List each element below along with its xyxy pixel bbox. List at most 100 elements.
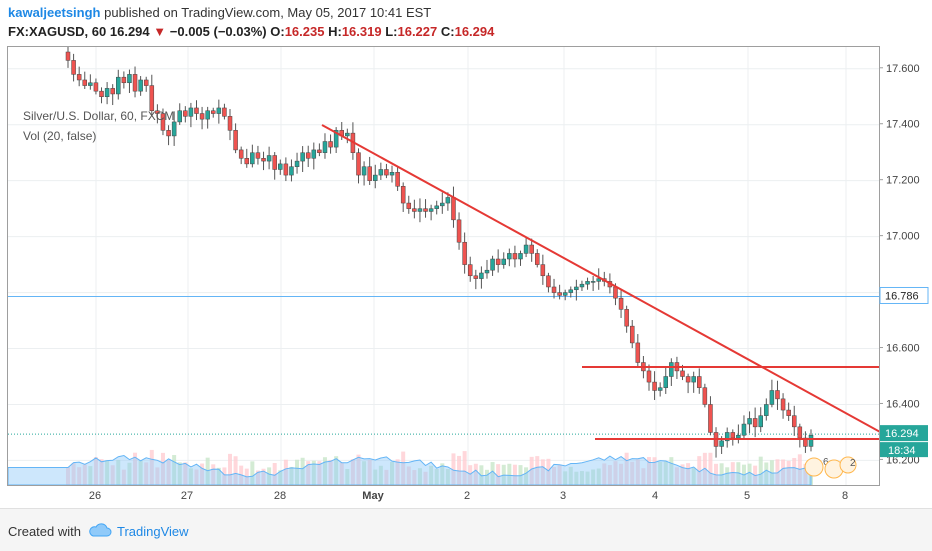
candle-body[interactable]	[328, 141, 333, 148]
candle-body[interactable]	[624, 309, 629, 327]
candle-body[interactable]	[205, 110, 210, 120]
event-badges[interactable]: 6 2	[804, 456, 857, 479]
candle-body[interactable]	[71, 60, 76, 75]
candle-body[interactable]	[596, 278, 601, 282]
candle-body[interactable]	[222, 107, 227, 117]
candle-body[interactable]	[395, 172, 400, 187]
candle-body[interactable]	[400, 186, 406, 204]
candle-body[interactable]	[523, 244, 529, 254]
candle-body[interactable]	[160, 113, 166, 131]
candle-body[interactable]	[775, 390, 780, 400]
candle-body[interactable]	[378, 169, 384, 176]
candle-body[interactable]	[289, 166, 294, 176]
candle-body[interactable]	[99, 90, 104, 98]
candle-body[interactable]	[149, 85, 155, 111]
candle-body[interactable]	[462, 241, 467, 265]
candle-body[interactable]	[194, 107, 199, 114]
candle-body[interactable]	[177, 110, 182, 123]
candle-body[interactable]	[345, 132, 350, 137]
candle-body[interactable]	[769, 390, 775, 405]
descending-trendline[interactable]	[321, 124, 883, 434]
time-axis[interactable]: 26 27 28 May 2 3 4 5 8	[7, 485, 878, 505]
candle-body[interactable]	[691, 376, 696, 383]
candle-body[interactable]	[445, 197, 451, 204]
candle-body[interactable]	[618, 297, 624, 310]
candle-body[interactable]	[501, 258, 506, 265]
candle-body[interactable]	[233, 130, 238, 151]
candle-body[interactable]	[127, 74, 132, 84]
candle-body[interactable]	[557, 292, 562, 296]
candle-body[interactable]	[764, 404, 769, 416]
candle-body[interactable]	[551, 286, 557, 293]
candle-body[interactable]	[479, 272, 484, 279]
candle-body[interactable]	[562, 292, 568, 296]
candle-body[interactable]	[216, 107, 222, 114]
candle-body[interactable]	[65, 51, 71, 61]
candle-body[interactable]	[384, 169, 389, 176]
price-axis-svg[interactable]: 17.60017.40017.20017.00016.80016.60016.4…	[879, 46, 932, 484]
price-chart[interactable]: 6 2	[7, 45, 883, 486]
candle-body[interactable]	[412, 208, 417, 212]
candle-body[interactable]	[261, 158, 266, 162]
candle-body[interactable]	[272, 155, 277, 170]
candle-body[interactable]	[724, 432, 730, 442]
candle-body[interactable]	[244, 158, 250, 165]
candle-body[interactable]	[361, 166, 367, 176]
candle-body[interactable]	[104, 88, 110, 98]
candle-body[interactable]	[697, 376, 702, 388]
candle-body[interactable]	[730, 432, 736, 439]
candle-body[interactable]	[646, 370, 652, 383]
candle-body[interactable]	[266, 155, 272, 162]
candle-body[interactable]	[250, 152, 255, 165]
candle-body[interactable]	[138, 79, 143, 92]
candle-body[interactable]	[311, 149, 317, 159]
candle-body[interactable]	[121, 76, 127, 84]
candle-body[interactable]	[93, 82, 99, 92]
candle-body[interactable]	[708, 404, 713, 433]
candle-body[interactable]	[322, 141, 328, 153]
candle-body[interactable]	[495, 258, 501, 265]
candle-body[interactable]	[317, 149, 322, 153]
candle-body[interactable]	[635, 342, 641, 363]
candle-body[interactable]	[300, 152, 305, 162]
candle-body[interactable]	[76, 74, 82, 81]
candle-body[interactable]	[417, 208, 423, 212]
candle-body[interactable]	[440, 202, 445, 207]
candle-body[interactable]	[663, 376, 669, 388]
candle-body[interactable]	[535, 253, 540, 265]
candle-body[interactable]	[278, 163, 283, 170]
candle-body[interactable]	[629, 325, 635, 344]
candle-body[interactable]	[780, 398, 786, 411]
candle-body[interactable]	[540, 264, 546, 277]
candle-body[interactable]	[529, 244, 534, 254]
candle-body[interactable]	[590, 281, 596, 283]
candle-body[interactable]	[294, 160, 300, 167]
candle-body[interactable]	[166, 130, 171, 137]
candle-body[interactable]	[238, 149, 244, 159]
candle-body[interactable]	[155, 110, 160, 114]
candle-body[interactable]	[507, 253, 512, 260]
candle-body[interactable]	[389, 172, 395, 176]
candle-body[interactable]	[305, 152, 311, 159]
candle-body[interactable]	[227, 116, 233, 131]
event-flag-icon[interactable]	[839, 456, 857, 474]
candle-body[interactable]	[719, 440, 724, 447]
candle-body[interactable]	[736, 434, 741, 439]
volume-legend[interactable]: Vol (20, false)	[23, 129, 97, 143]
candle-body[interactable]	[467, 264, 473, 277]
candle-body[interactable]	[613, 286, 618, 299]
candle-body[interactable]	[669, 362, 674, 377]
candle-body[interactable]	[579, 283, 585, 288]
candle-body[interactable]	[484, 269, 490, 274]
candle-body[interactable]	[434, 205, 439, 209]
candle-body[interactable]	[797, 426, 803, 439]
candle-body[interactable]	[741, 423, 747, 436]
candle-body[interactable]	[652, 381, 657, 391]
candle-body[interactable]	[752, 418, 758, 428]
series-legend[interactable]: Silver/U.S. Dollar, 60, FXCM	[23, 109, 175, 123]
candle-body[interactable]	[406, 202, 412, 209]
price-axis[interactable]: 17.60017.40017.20017.00016.80016.60016.4…	[879, 46, 932, 484]
candle-body[interactable]	[685, 376, 691, 383]
candle-body[interactable]	[512, 253, 518, 260]
candle-body[interactable]	[110, 88, 115, 95]
